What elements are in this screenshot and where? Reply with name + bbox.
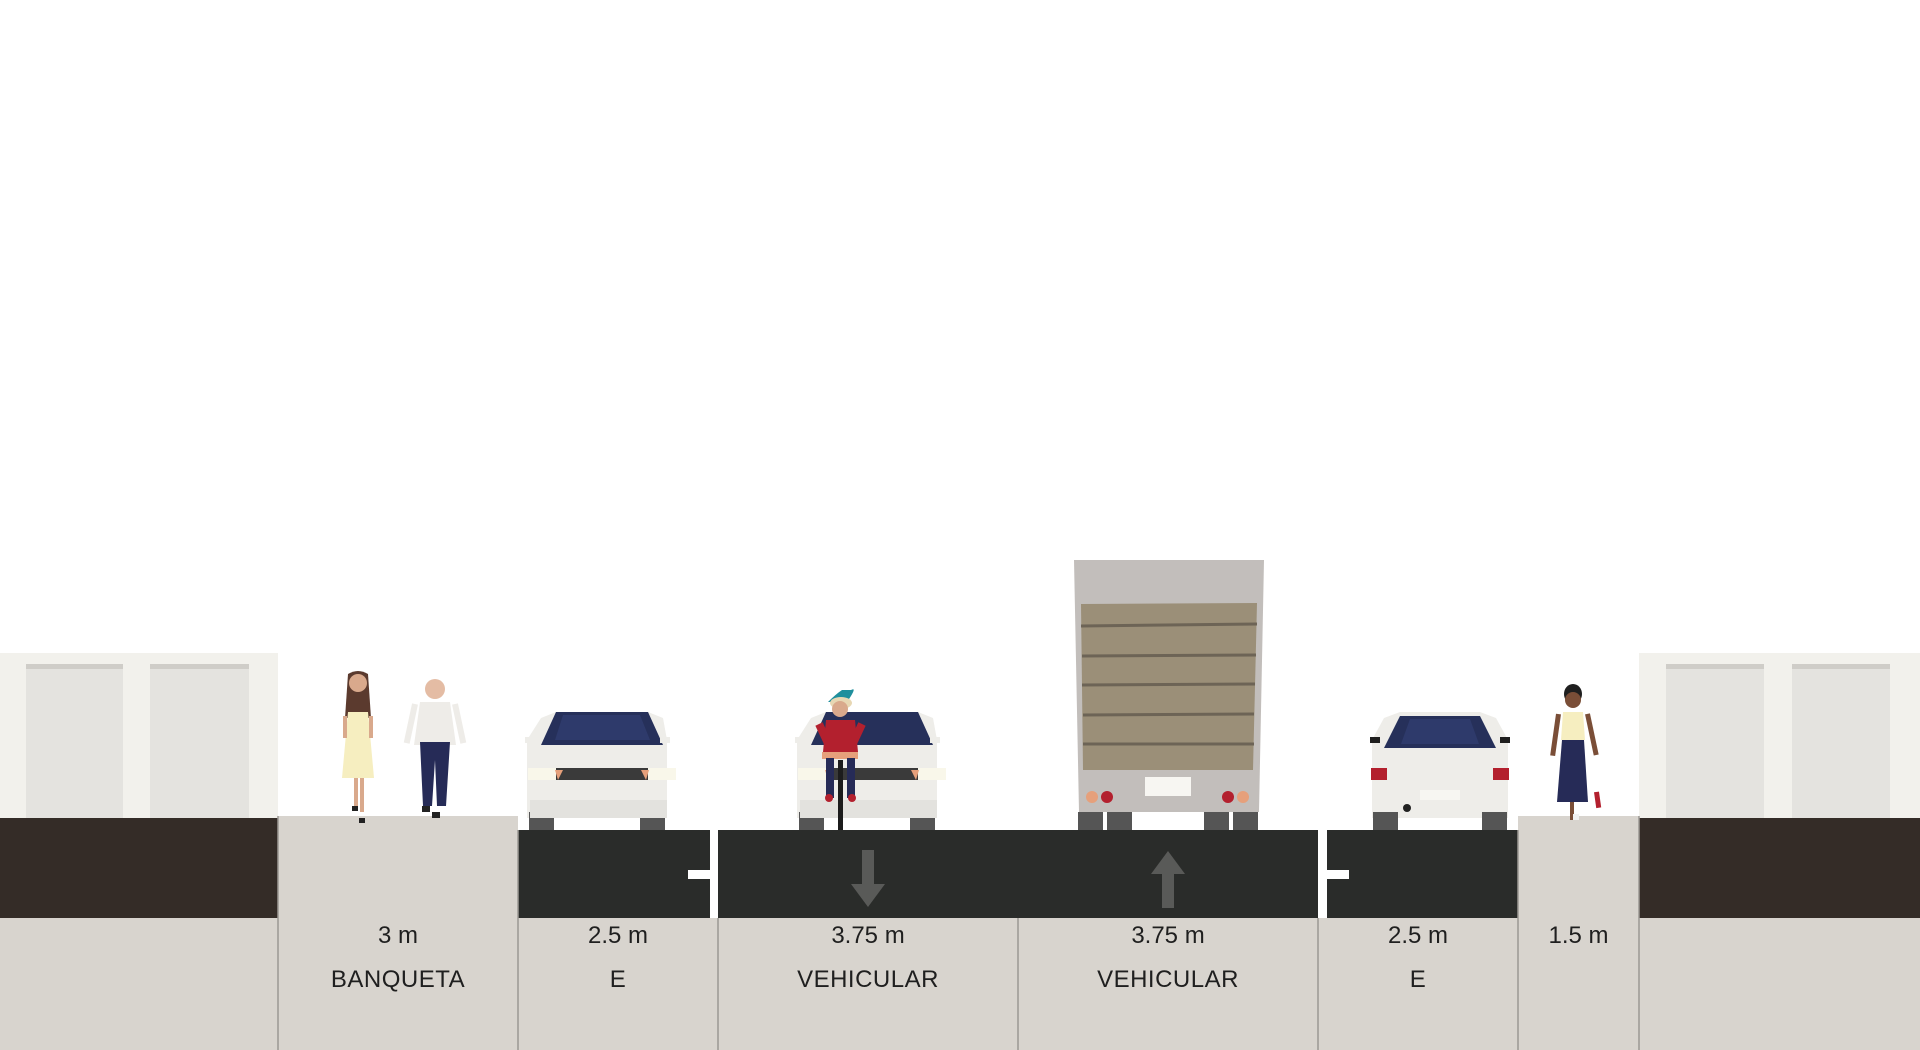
- arrow-up-icon: [1151, 851, 1185, 908]
- segment-name: BANQUETA: [330, 966, 466, 993]
- segment-label-parking-right: 2.5 m E: [1318, 918, 1518, 998]
- label-band: [0, 918, 1920, 1050]
- segment-width: 2.5 m: [587, 922, 649, 949]
- segment-width: 3.75 m: [831, 922, 905, 949]
- segment-label-sidewalk-right: 1.5 m: [1518, 918, 1639, 998]
- roadway: [518, 830, 1518, 918]
- segment-label-sidewalk-left: 3 m BANQUETA: [278, 918, 518, 998]
- segment-label-lane-down: 3.75 m VEHICULAR: [718, 918, 1018, 998]
- segment-name: E: [1409, 966, 1427, 993]
- segment-name: E: [609, 966, 627, 993]
- pedestrian-woman-right: [1550, 684, 1602, 820]
- segment-label-lane-up: 3.75 m VEHICULAR: [1018, 918, 1318, 998]
- sidewalk-right: [1518, 816, 1639, 918]
- segment-dividers: [277, 816, 1640, 1050]
- left-building: [0, 653, 278, 918]
- segment-width: 3 m: [377, 922, 418, 949]
- right-building: [1639, 653, 1920, 918]
- arrow-down-icon: [851, 850, 885, 907]
- segment-name: [1518, 962, 1639, 998]
- sidewalk-left: [278, 816, 518, 918]
- segment-width: 3.75 m: [1131, 922, 1205, 949]
- car-rear-icon: [1370, 712, 1510, 830]
- pedestrian-man-left: [403, 679, 467, 818]
- segment-width: 1.5 m: [1548, 922, 1609, 949]
- car-front-icon: [525, 712, 676, 830]
- segment-label-parking-left: 2.5 m E: [518, 918, 718, 998]
- pedestrian-woman-left: [342, 671, 374, 823]
- segment-name: VEHICULAR: [797, 966, 939, 993]
- truck-rear-icon: [1074, 560, 1264, 830]
- segment-name: VEHICULAR: [1097, 966, 1239, 993]
- segment-width: 2.5 m: [1387, 922, 1449, 949]
- cyclist-icon: [815, 689, 866, 830]
